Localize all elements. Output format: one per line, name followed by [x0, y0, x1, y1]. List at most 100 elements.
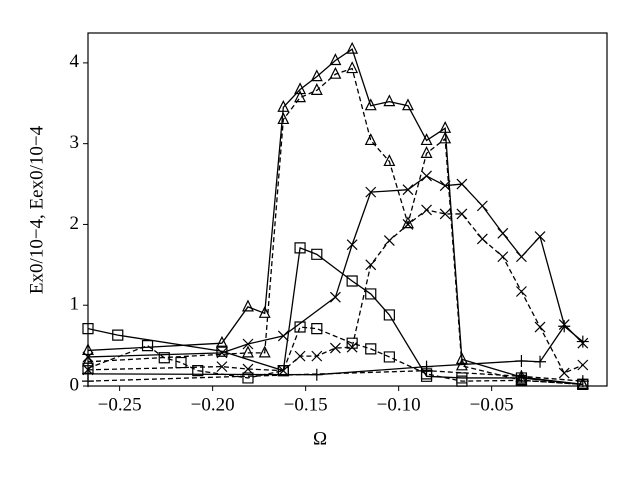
x-axis-label: Ω: [313, 428, 327, 449]
marker: [383, 309, 395, 321]
marker: [515, 370, 528, 383]
marker: [576, 375, 589, 388]
marker: [294, 350, 306, 362]
marker: [576, 335, 589, 348]
marker: [294, 90, 307, 103]
y-axis-label: Ex0/10−4, Eex0/10−4: [26, 125, 47, 294]
y-tick-label: 1: [70, 294, 80, 315]
marker: [558, 367, 570, 379]
x-tick-label: −0.20: [191, 394, 235, 415]
y-tick-label: 4: [70, 51, 80, 72]
marker: [365, 186, 377, 198]
series-line: [87, 209, 584, 374]
marker: [311, 350, 323, 362]
marker: [516, 286, 527, 297]
marker: [242, 299, 254, 312]
marker: [383, 235, 395, 247]
marker: [112, 329, 124, 341]
marker: [242, 372, 254, 384]
marker: [402, 219, 414, 230]
marker: [364, 133, 377, 146]
marker: [401, 98, 414, 111]
marker: [310, 69, 323, 82]
x-tick-label: −0.05: [470, 394, 514, 415]
marker: [456, 208, 468, 220]
marker: [364, 98, 377, 111]
marker: [258, 345, 271, 358]
marker: [534, 231, 546, 242]
marker: [329, 66, 342, 79]
marker: [439, 208, 451, 220]
marker: [277, 99, 290, 112]
marker: [577, 359, 589, 371]
marker: [82, 323, 94, 335]
marker: [346, 41, 359, 54]
series-line: [87, 175, 584, 358]
marker: [402, 184, 414, 196]
marker: [277, 330, 289, 342]
y-tick-label: 2: [70, 213, 80, 234]
marker: [294, 242, 306, 254]
marker: [329, 53, 342, 66]
marker: [277, 112, 290, 125]
marker: [515, 374, 528, 386]
marker: [82, 362, 94, 374]
marker: [534, 321, 546, 333]
marker: [310, 83, 323, 95]
marker: [311, 323, 323, 335]
x-tick-label: −0.25: [98, 394, 142, 415]
marker: [329, 291, 341, 303]
marker: [439, 180, 451, 192]
marker: [216, 345, 228, 357]
marker: [421, 170, 432, 182]
plot-frame: [87, 32, 608, 387]
marker: [365, 288, 377, 300]
marker: [365, 259, 377, 271]
marker: [346, 239, 358, 251]
marker: [558, 320, 571, 333]
marker: [497, 251, 509, 263]
marker: [311, 248, 323, 260]
marker: [420, 364, 433, 377]
marker: [383, 154, 396, 167]
y-tick-label: 3: [70, 132, 80, 153]
marker: [329, 342, 341, 354]
marker: [439, 131, 452, 144]
marker: [141, 340, 154, 352]
marker: [420, 146, 433, 158]
marker: [515, 373, 528, 385]
marker: [420, 368, 433, 380]
marker: [516, 251, 527, 263]
series-line: [87, 370, 583, 382]
series-line: [87, 48, 583, 386]
marker: [192, 365, 204, 377]
marker: [476, 233, 488, 245]
marker: [456, 178, 468, 190]
marker: [158, 352, 170, 364]
marker: [294, 321, 306, 333]
marker: [346, 61, 359, 74]
y-tick-label: 0: [70, 374, 80, 395]
marker: [175, 356, 187, 369]
marker: [216, 361, 228, 373]
marker: [497, 227, 509, 239]
marker: [383, 94, 396, 107]
marker: [346, 337, 358, 349]
marker: [576, 377, 589, 389]
series-line: [87, 67, 583, 386]
marker: [420, 133, 433, 146]
marker: [242, 345, 254, 358]
marker: [365, 343, 377, 355]
marker: [294, 82, 307, 95]
marker: [534, 355, 547, 368]
marker: [242, 338, 254, 350]
x-tick-label: −0.15: [284, 394, 328, 415]
marker: [515, 354, 528, 367]
marker: [346, 275, 358, 287]
marker: [383, 351, 395, 363]
marker: [258, 305, 271, 318]
series-line: [87, 246, 583, 386]
marker: [476, 200, 488, 212]
